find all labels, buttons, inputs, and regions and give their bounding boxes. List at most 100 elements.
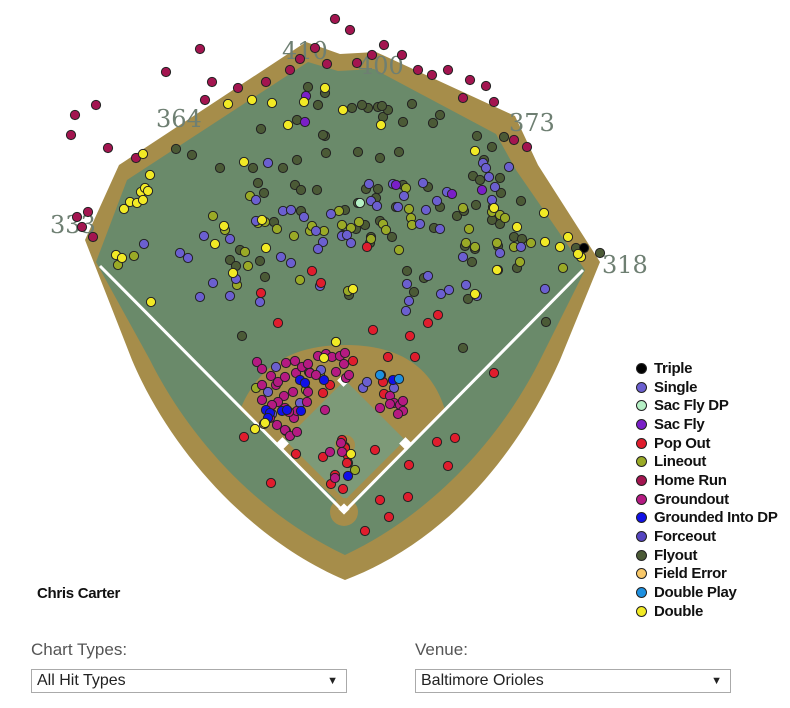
hit-point-home-run (284, 64, 296, 76)
left-foul-line (98, 264, 346, 514)
hit-point-groundout (338, 358, 350, 370)
hit-point-flyout (317, 129, 329, 141)
legend-swatch (636, 531, 647, 543)
hit-point-grounded-into-dp (299, 377, 311, 389)
hit-point-single (361, 376, 373, 388)
venue-value: Baltimore Orioles (421, 672, 544, 689)
hit-point-flyout (470, 199, 482, 211)
hit-point-pop-out (382, 351, 394, 363)
hit-point-lineout (294, 274, 306, 286)
hit-point-lineout (207, 210, 219, 222)
hit-point-sac-fly (299, 116, 311, 128)
hit-point-double (142, 185, 154, 197)
legend-item-triple: Triple (636, 359, 778, 378)
hit-point-flyout (356, 99, 368, 111)
hit-point-home-run (321, 58, 333, 70)
hit-point-flyout (457, 342, 469, 354)
hit-point-flyout (258, 187, 270, 199)
hit-point-groundout (310, 369, 322, 381)
hit-point-single (285, 257, 297, 269)
distance-right-center: 373 (509, 109, 555, 137)
hit-point-groundout (289, 355, 301, 367)
legend-item-home-run: Home Run (636, 471, 778, 490)
hit-point-single (483, 171, 495, 183)
hit-point-flyout (486, 141, 498, 153)
hit-point-flyout (259, 271, 271, 283)
hit-point-double (337, 104, 349, 116)
hit-point-flyout (401, 265, 413, 277)
legend-item-sac-fly-dp: Sac Fly DP (636, 396, 778, 415)
hit-point-sac-fly (390, 179, 402, 191)
chart-types-select[interactable]: All Hit Types ▼ (31, 669, 347, 693)
hit-point-flyout (224, 254, 236, 266)
hit-point-home-run (82, 206, 94, 218)
hit-point-pop-out (361, 241, 373, 253)
hit-point-home-run (65, 129, 77, 141)
hit-point-home-run (396, 49, 408, 61)
hit-point-single (431, 195, 443, 207)
hit-point-single (371, 200, 383, 212)
hit-point-single (363, 178, 375, 190)
hit-point-lineout (499, 212, 511, 224)
hit-point-groundout (272, 376, 284, 388)
hit-point-groundout (343, 369, 355, 381)
hit-point-double (469, 145, 481, 157)
hit-point-flyout (474, 174, 486, 186)
hit-point-double (298, 96, 310, 108)
hit-point-single (392, 201, 404, 213)
chevron-down-icon: ▼ (327, 675, 338, 687)
hit-point-double (256, 214, 268, 226)
hit-point-grounded-into-dp (318, 374, 330, 386)
hit-point-flyout (495, 187, 507, 199)
hit-point-flyout (427, 117, 439, 129)
hit-point-pop-out (315, 277, 327, 289)
hit-point-double (259, 417, 271, 429)
hit-point-lineout (557, 262, 569, 274)
legend-item-forceout: Forceout (636, 527, 778, 546)
hit-point-lineout (457, 202, 469, 214)
hit-point-pop-out (422, 317, 434, 329)
hit-point-flyout (312, 99, 324, 111)
hit-point-sac-fly (476, 184, 488, 196)
hit-point-flyout (295, 184, 307, 196)
hit-point-pop-out (383, 511, 395, 523)
hit-point-groundout (302, 386, 314, 398)
hit-point-double (227, 267, 239, 279)
hit-point-double (319, 82, 331, 94)
hit-point-flyout (466, 256, 478, 268)
hit-point-lineout (242, 260, 254, 272)
hit-point-pop-out (317, 387, 329, 399)
distance-right-line: 318 (602, 251, 648, 279)
legend-swatch (636, 568, 647, 580)
outfield-grass (96, 62, 585, 555)
hit-point-home-run (294, 53, 306, 65)
venue-select[interactable]: Baltimore Orioles ▼ (415, 669, 731, 693)
hit-point-double (209, 238, 221, 250)
hit-point-lineout (288, 230, 300, 242)
hit-point-home-run (464, 74, 476, 86)
legend-swatch (636, 512, 647, 524)
legend-swatch (636, 549, 647, 561)
hit-point-single (250, 194, 262, 206)
hit-point-double (347, 283, 359, 295)
hit-point-home-run (194, 43, 206, 55)
hit-point-lineout (349, 464, 361, 476)
hit-point-single (262, 157, 274, 169)
hit-point-flyout (346, 102, 358, 114)
hit-point-flyout (498, 131, 510, 143)
hit-point-single (420, 204, 432, 216)
hit-point-single (401, 278, 413, 290)
hit-point-home-run (344, 24, 356, 36)
hit-point-home-run (412, 64, 424, 76)
hit-point-home-run (366, 49, 378, 61)
legend-label: Pop Out (654, 434, 711, 452)
legend-label: Home Run (654, 471, 727, 489)
hit-point-single (174, 247, 186, 259)
hit-point-home-run (457, 92, 469, 104)
hit-point-single (400, 305, 412, 317)
hit-point-pop-out (337, 483, 349, 495)
hit-point-double (249, 423, 261, 435)
hit-point-flyout (594, 247, 606, 259)
hit-point-flyout (494, 172, 506, 184)
venue-label: Venue: (415, 640, 468, 659)
